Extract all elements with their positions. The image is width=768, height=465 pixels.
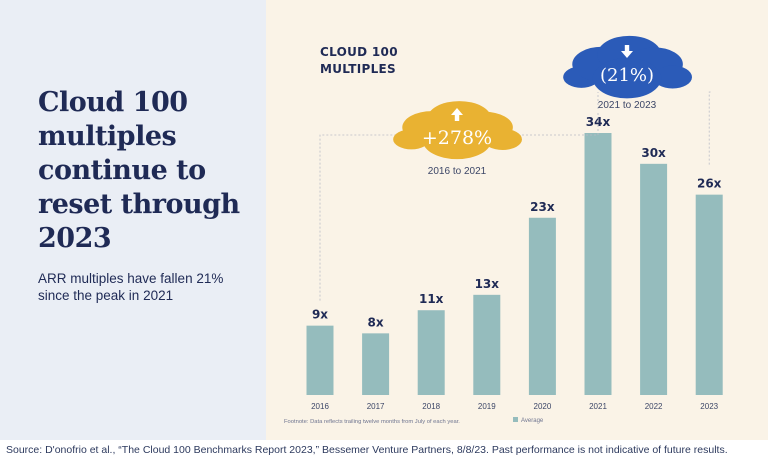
annotation-change-1: +278%	[422, 127, 492, 149]
bar-2016	[306, 325, 334, 395]
annotation-period-2: 2021 to 2023	[598, 100, 657, 111]
x-tick-label-2017: 2017	[367, 402, 385, 411]
x-tick-label-2023: 2023	[700, 402, 718, 411]
blue-cloud	[563, 35, 692, 99]
bar-2022	[640, 163, 668, 395]
legend-label: Average	[521, 418, 544, 424]
bar-2019	[473, 294, 501, 395]
annotation-period-1: 2016 to 2021	[428, 166, 487, 177]
gold-cloud	[393, 101, 522, 160]
bar-2020	[528, 217, 556, 395]
chart-title-line-2: MULTIPLES	[320, 62, 396, 76]
x-tick-label-2018: 2018	[422, 402, 440, 411]
chart-title-line-1: CLOUD 100	[320, 45, 398, 59]
data-label-2018: 11x	[419, 292, 444, 306]
left-panel	[0, 0, 270, 440]
x-tick-label-2021: 2021	[589, 402, 607, 411]
bar-chart: 9x20168x201711x201813x201923x202034x2021…	[284, 35, 723, 425]
x-tick-label-2016: 2016	[311, 402, 329, 411]
source-note: Source: D'onofrio et al., “The Cloud 100…	[6, 444, 728, 456]
data-label-2016: 9x	[312, 308, 328, 322]
chart-title: CLOUD 100 MULTIPLES	[320, 44, 398, 78]
arrow-up-icon	[451, 108, 463, 121]
connector-line-1b	[522, 111, 599, 136]
data-label-2020: 23x	[530, 200, 555, 214]
bar-2021	[584, 133, 612, 395]
subheadline: ARR multiples have fallen 21% since the …	[38, 271, 224, 303]
x-tick-label-2022: 2022	[645, 402, 663, 411]
bar-2017	[362, 333, 390, 395]
connector-line-2b	[708, 91, 712, 165]
x-tick-label-2020: 2020	[534, 402, 552, 411]
data-label-2023: 26x	[697, 177, 722, 191]
arrow-down-icon	[621, 45, 633, 58]
chart-footnote: Footnote: Data reflects trailing twelve …	[284, 419, 460, 425]
connector-line-1	[319, 134, 406, 301]
annotation-change-2: (21%)	[600, 65, 654, 86]
x-tick-label-2019: 2019	[478, 402, 496, 411]
headline: Cloud 100 multiples continue to reset th…	[38, 87, 240, 254]
legend-swatch	[513, 417, 518, 422]
data-label-2022: 30x	[641, 146, 666, 160]
data-label-2019: 13x	[475, 277, 500, 291]
bar-2018	[417, 310, 445, 395]
bar-2023	[695, 194, 723, 395]
data-label-2017: 8x	[368, 315, 384, 329]
